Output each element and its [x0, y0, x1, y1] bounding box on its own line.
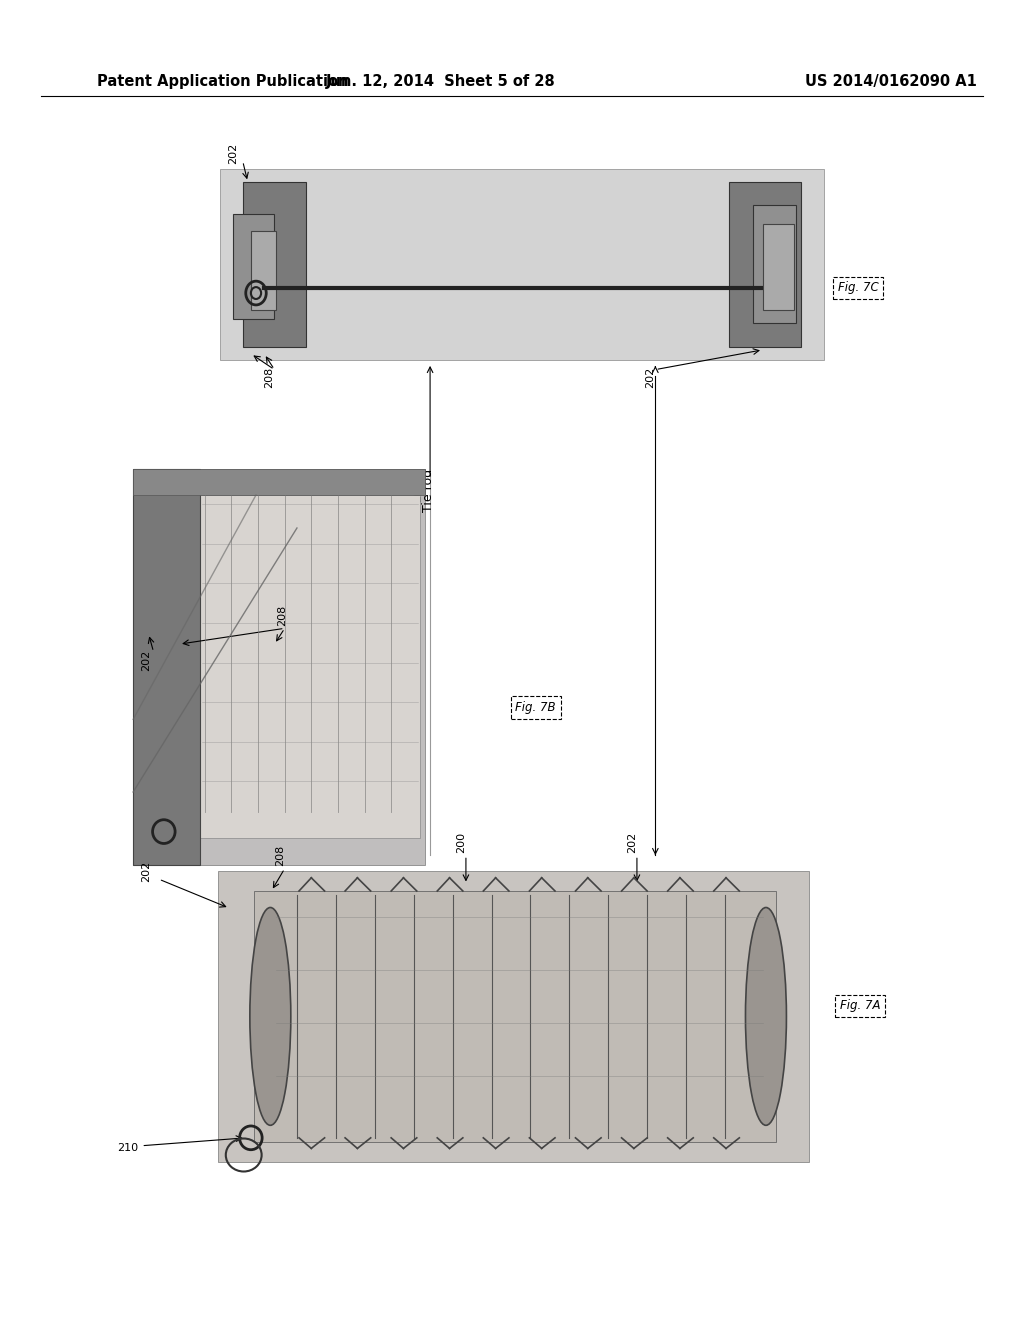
Ellipse shape	[745, 908, 786, 1125]
Text: 202: 202	[141, 861, 152, 882]
Text: 210: 210	[117, 1143, 138, 1154]
Text: Fig. 7A: Fig. 7A	[840, 999, 881, 1012]
Bar	[729, 182, 801, 347]
Text: 202: 202	[627, 832, 637, 853]
Text: Fig. 7B: Fig. 7B	[515, 701, 556, 714]
Text: Jun. 12, 2014  Sheet 5 of 28: Jun. 12, 2014 Sheet 5 of 28	[326, 74, 555, 90]
Bar	[251, 231, 276, 310]
Text: Patent Application Publication: Patent Application Publication	[97, 74, 349, 90]
Text: Tie rod: Tie rod	[422, 469, 434, 512]
Bar	[254, 891, 776, 1142]
Text: 200: 200	[456, 832, 466, 853]
Bar	[753, 205, 796, 323]
Bar	[243, 182, 306, 347]
Bar	[233, 214, 274, 319]
Bar	[133, 469, 425, 495]
Text: 208: 208	[276, 605, 287, 626]
Text: 206: 206	[413, 480, 423, 502]
Ellipse shape	[250, 908, 291, 1125]
Text: 208: 208	[264, 367, 274, 388]
Bar	[133, 469, 425, 865]
Bar	[133, 469, 200, 865]
Text: Fig. 7C: Fig. 7C	[838, 281, 879, 294]
Text: 202: 202	[141, 649, 152, 671]
Bar	[220, 169, 824, 360]
Bar	[763, 224, 794, 310]
Text: 208: 208	[274, 845, 285, 866]
Bar	[218, 871, 809, 1162]
Text: US 2014/0162090 A1: US 2014/0162090 A1	[805, 74, 977, 90]
Text: 202: 202	[645, 367, 655, 388]
Bar	[200, 495, 420, 838]
Text: 202: 202	[228, 143, 239, 164]
